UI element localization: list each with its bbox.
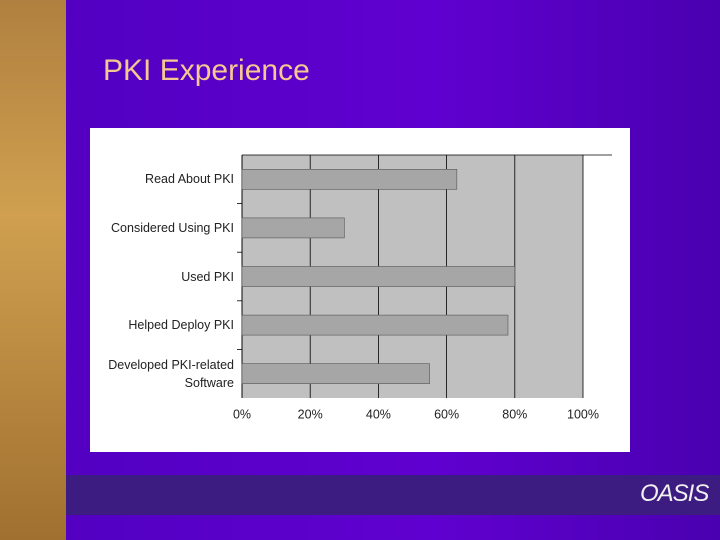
x-tick-label: 80% xyxy=(502,407,527,421)
y-tick-label: Helped Deploy PKI xyxy=(128,318,234,333)
key-image xyxy=(0,0,66,540)
slide-title: PKI Experience xyxy=(103,54,310,87)
x-tick-label: 0% xyxy=(233,407,251,421)
footer-band xyxy=(66,475,720,515)
x-tick-label: 40% xyxy=(366,407,391,421)
y-tick-label: Developed PKI-related Software xyxy=(108,357,234,390)
bar xyxy=(241,314,509,336)
y-tick-label: Read About PKI xyxy=(145,172,234,187)
bar xyxy=(241,168,458,190)
y-tick-label: Considered Using PKI xyxy=(111,220,234,235)
bar xyxy=(241,363,430,384)
x-tick-label: 20% xyxy=(298,407,323,421)
x-tick-label: 60% xyxy=(434,407,459,421)
chart: 0% 20% 40% 60% 80% 100% Read About PKI Conside… xyxy=(90,128,630,452)
x-tick-label: 100% xyxy=(567,407,599,421)
bar xyxy=(241,266,516,287)
logo: OASIS xyxy=(640,480,709,507)
chart-svg: 0% 20% 40% 60% 80% 100% xyxy=(233,154,612,421)
bar xyxy=(241,217,345,239)
y-tick-label: Used PKI xyxy=(181,269,234,284)
